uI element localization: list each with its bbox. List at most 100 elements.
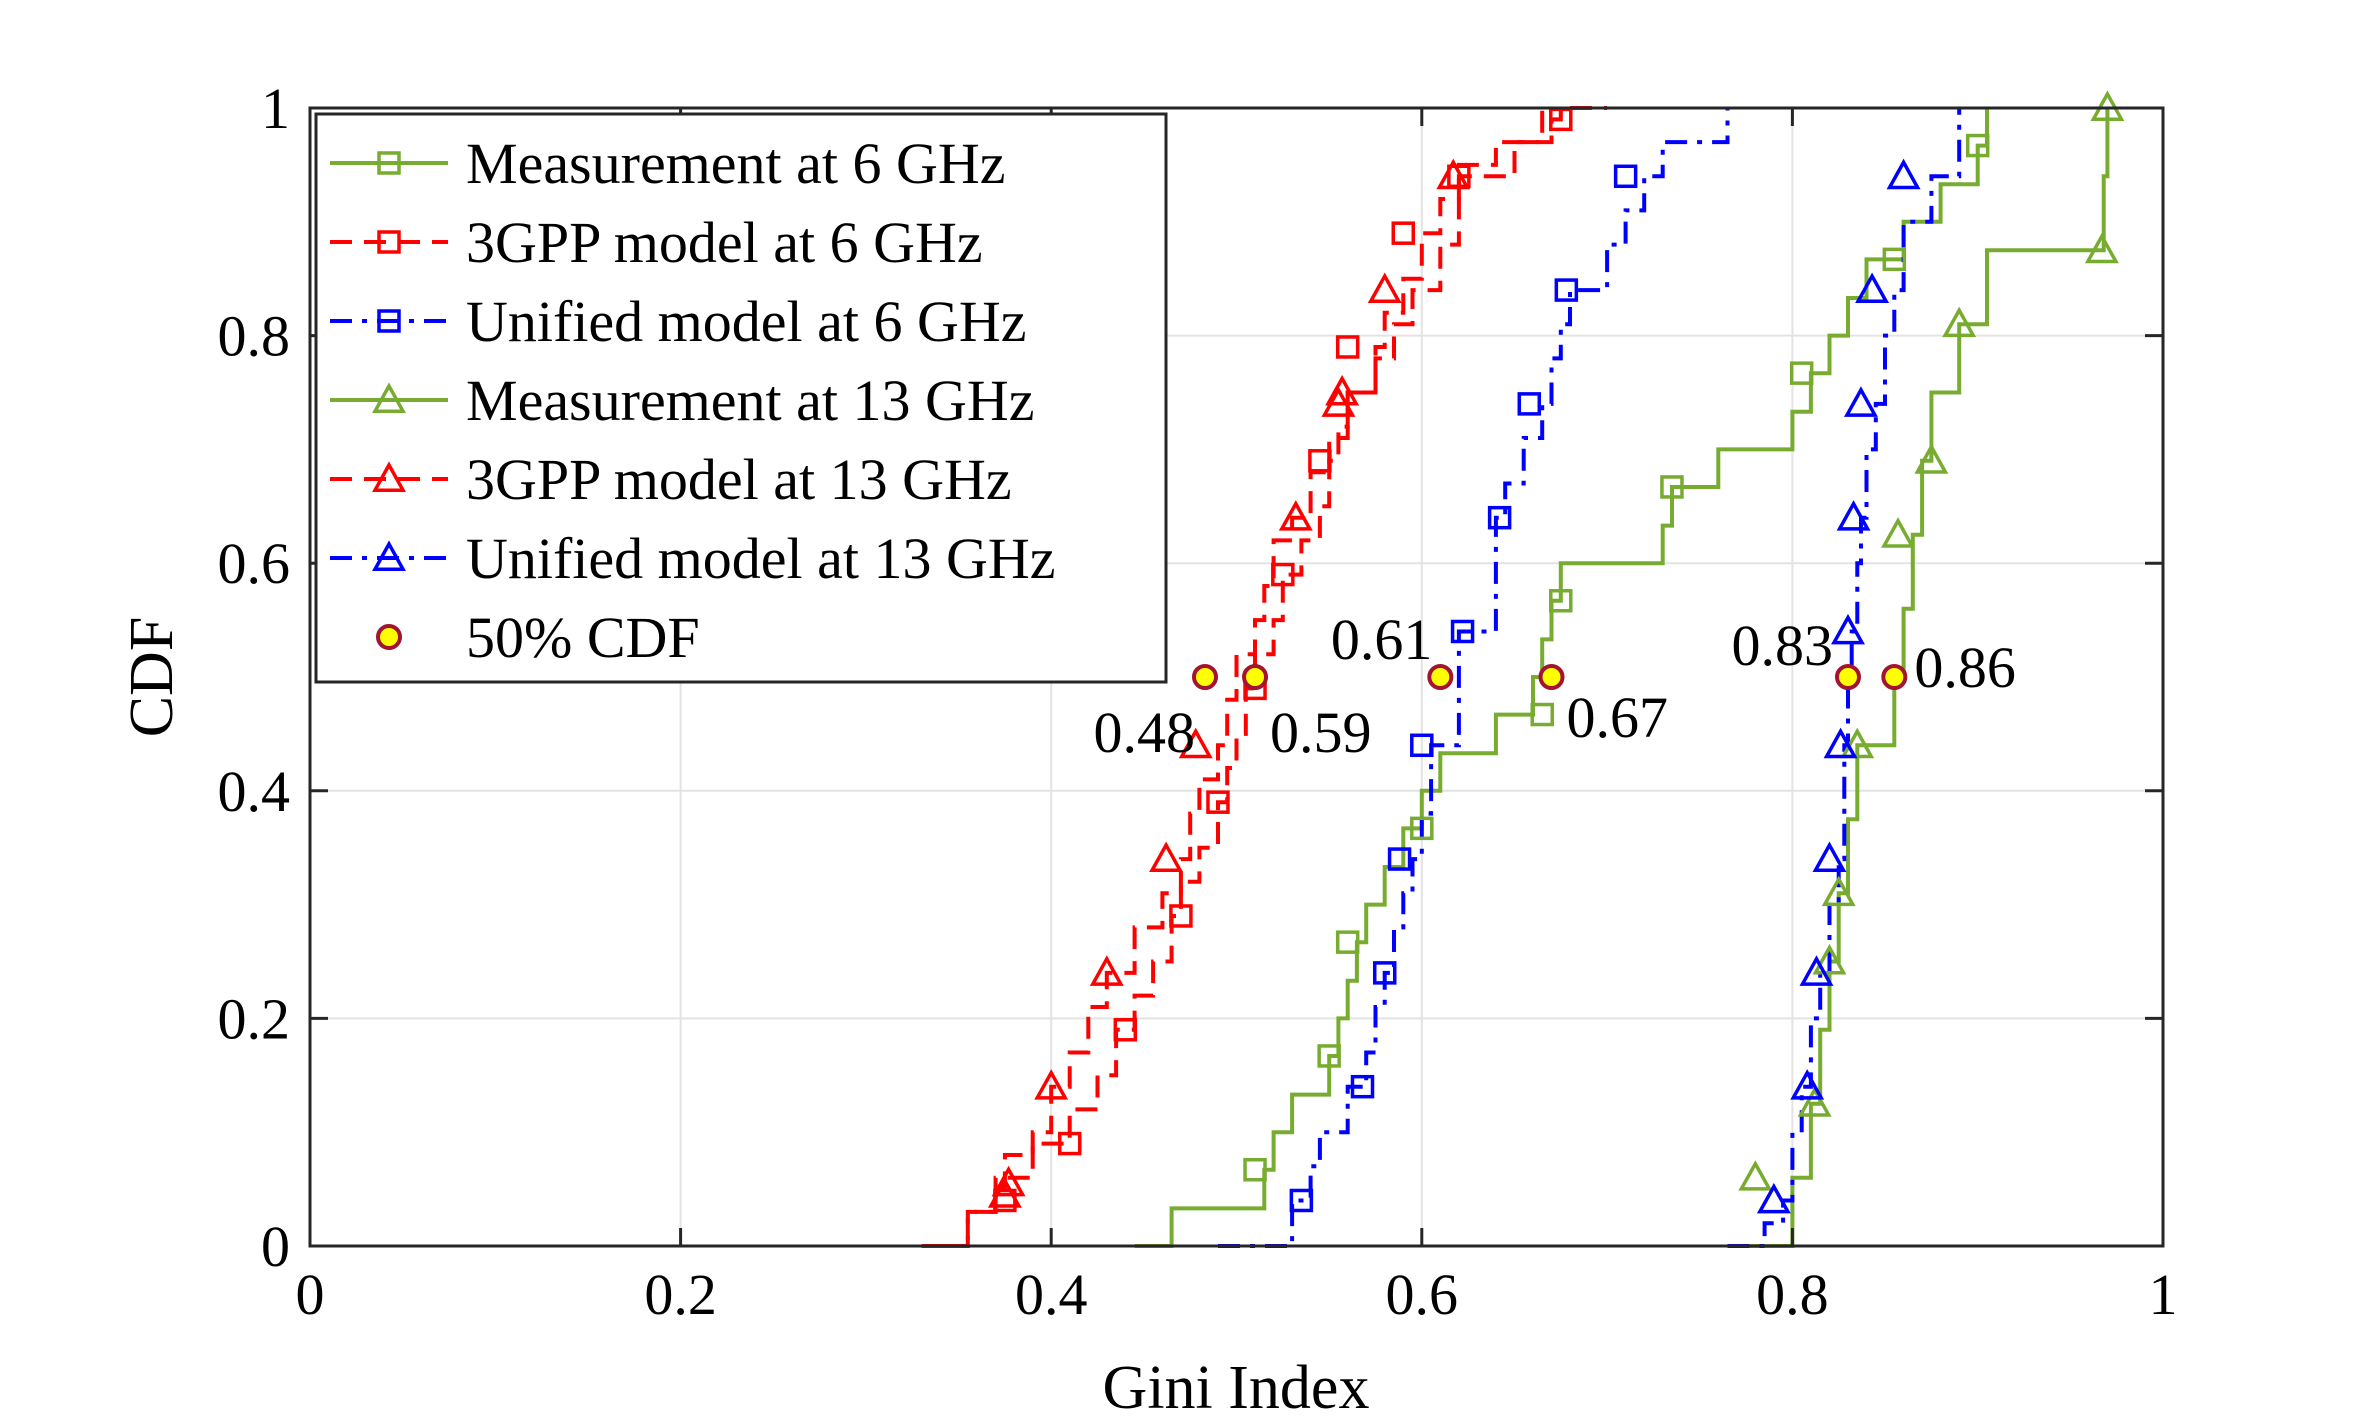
series-0-marker <box>1789 361 1814 385</box>
x-tick-label: 0.2 <box>644 1262 717 1327</box>
series-3-marker <box>1738 1160 1773 1191</box>
series-1-marker <box>1271 562 1295 587</box>
series-5-marker <box>1855 272 1890 304</box>
series-2-marker <box>1487 505 1512 530</box>
series-4-line <box>921 108 1545 1248</box>
series-6-point <box>1242 664 1269 690</box>
plot-frame <box>308 106 2165 1248</box>
series-0-marker <box>1317 1044 1341 1068</box>
series-2-marker <box>1517 392 1542 416</box>
legend-marker-5 <box>372 540 406 571</box>
series-layer <box>921 106 2110 1248</box>
x-tick-label: 0.4 <box>1015 1262 1088 1327</box>
series-1-marker <box>1206 790 1230 814</box>
series-5-marker <box>1886 158 1921 190</box>
series-5-marker <box>1836 500 1871 531</box>
series-4-marker <box>1325 374 1360 406</box>
legend-marker-6 <box>376 624 402 650</box>
series-2-marker <box>1613 164 1638 189</box>
series-0-marker <box>1549 589 1573 613</box>
series-6-point <box>1881 664 1908 690</box>
x-tick-label: 0.6 <box>1386 1262 1459 1327</box>
series-2-marker <box>1350 1074 1375 1099</box>
series-0-line <box>1134 108 1989 1248</box>
y-tick-label: 0.2 <box>218 986 291 1051</box>
series-3-marker <box>1797 1086 1832 1117</box>
series-4-marker <box>1034 1069 1069 1100</box>
axis-ticks: 0 0.2 0.4 0.6 0.8 1 0 0.2 0.4 0.6 0.8 1 <box>218 76 2178 1327</box>
series-4-marker <box>1149 841 1184 873</box>
series-6-point <box>1427 664 1454 690</box>
legend-box <box>314 112 1168 684</box>
legend-label-5: Unified model at 13 GHz <box>466 526 1056 591</box>
legend: Measurement at 6 GHz 3GPP model at 6 GHz U… <box>314 112 1168 684</box>
legend-marker-2 <box>377 309 401 333</box>
legend-label-1: 3GPP model at 6 GHz <box>466 210 983 275</box>
series-4-marker <box>1089 955 1124 986</box>
series-6-point <box>1191 664 1218 690</box>
series-1-marker <box>1057 1131 1082 1156</box>
series-5-marker <box>1843 386 1878 417</box>
series-2-marker <box>1450 619 1475 644</box>
y-tick-label: 0.4 <box>218 759 291 824</box>
cdf-annotation-label: 0.48 <box>1093 700 1195 765</box>
y-tick-label: 1 <box>261 76 290 141</box>
series-2-marker <box>1289 1188 1314 1213</box>
x-tick-label: 0.8 <box>1756 1262 1829 1327</box>
series-2-marker <box>1387 847 1412 871</box>
series-4-marker <box>991 1165 1026 1197</box>
series-3-marker <box>2084 232 2119 264</box>
y-tick-label: 0.8 <box>218 304 291 369</box>
series-0-marker <box>1243 1158 1267 1182</box>
y-axis-label: CDF <box>118 617 186 738</box>
series-0-marker <box>1882 247 1907 272</box>
series-1-marker <box>1391 221 1416 245</box>
legend-marker-3 <box>372 382 406 413</box>
cdf-annotation-label: 0.61 <box>1331 607 1433 672</box>
legend-marker-0 <box>377 151 401 175</box>
series-0-marker <box>1965 133 1990 158</box>
cdf-annotation-label: 0.86 <box>1914 635 2016 700</box>
series-5-marker <box>1831 613 1865 645</box>
x-axis-label: Gini Index <box>1103 1354 1370 1417</box>
series-1-marker <box>1335 335 1360 359</box>
series-5-marker <box>1812 841 1847 873</box>
legend-label-4: 3GPP model at 13 GHz <box>466 447 1012 512</box>
legend-marker-4 <box>372 461 406 492</box>
series-5-marker <box>1756 1182 1791 1214</box>
marker-layer <box>987 90 2125 1214</box>
series-5-line <box>1727 108 1962 1248</box>
series-0-marker <box>1335 930 1360 954</box>
series-4-marker <box>1178 727 1213 759</box>
series-3-marker <box>1914 443 1949 474</box>
series-6-point <box>1538 664 1565 690</box>
series-5-marker <box>1790 1069 1825 1100</box>
series-2-marker <box>1372 961 1397 985</box>
y-tick-label: 0 <box>261 1214 290 1279</box>
series-6-point <box>1834 664 1861 690</box>
series-3-marker <box>1881 517 1915 548</box>
series-4-marker <box>1436 158 1471 190</box>
series-4-marker <box>1278 500 1313 531</box>
annotation-layer: 0.48 0.59 0.61 0.67 0.83 0.86 <box>1093 607 2015 765</box>
legend-marker-1 <box>377 230 401 254</box>
series-3-marker <box>1942 306 1977 338</box>
series-1-marker <box>1113 1018 1138 1042</box>
legend-label-6: 50% CDF <box>466 605 700 670</box>
series-3-marker <box>1812 943 1847 975</box>
series-2-marker <box>1410 733 1434 758</box>
x-tick-label: 0 <box>296 1262 325 1327</box>
series-5-marker <box>1823 727 1858 759</box>
y-tick-label: 0.6 <box>218 531 291 596</box>
series-0-marker <box>1660 475 1684 499</box>
legend-label-2: Unified model at 6 GHz <box>466 289 1027 354</box>
legend-label-3: Measurement at 13 GHz <box>466 368 1035 433</box>
x-tick-label: 1 <box>2149 1262 2178 1327</box>
series-0-marker <box>1530 702 1554 727</box>
series-2-marker <box>1554 278 1579 302</box>
series-1-marker <box>1308 449 1332 473</box>
cdf-annotation-label: 0.67 <box>1567 685 1669 750</box>
series-4-marker <box>1367 272 1402 304</box>
series-5-marker <box>1799 955 1834 986</box>
